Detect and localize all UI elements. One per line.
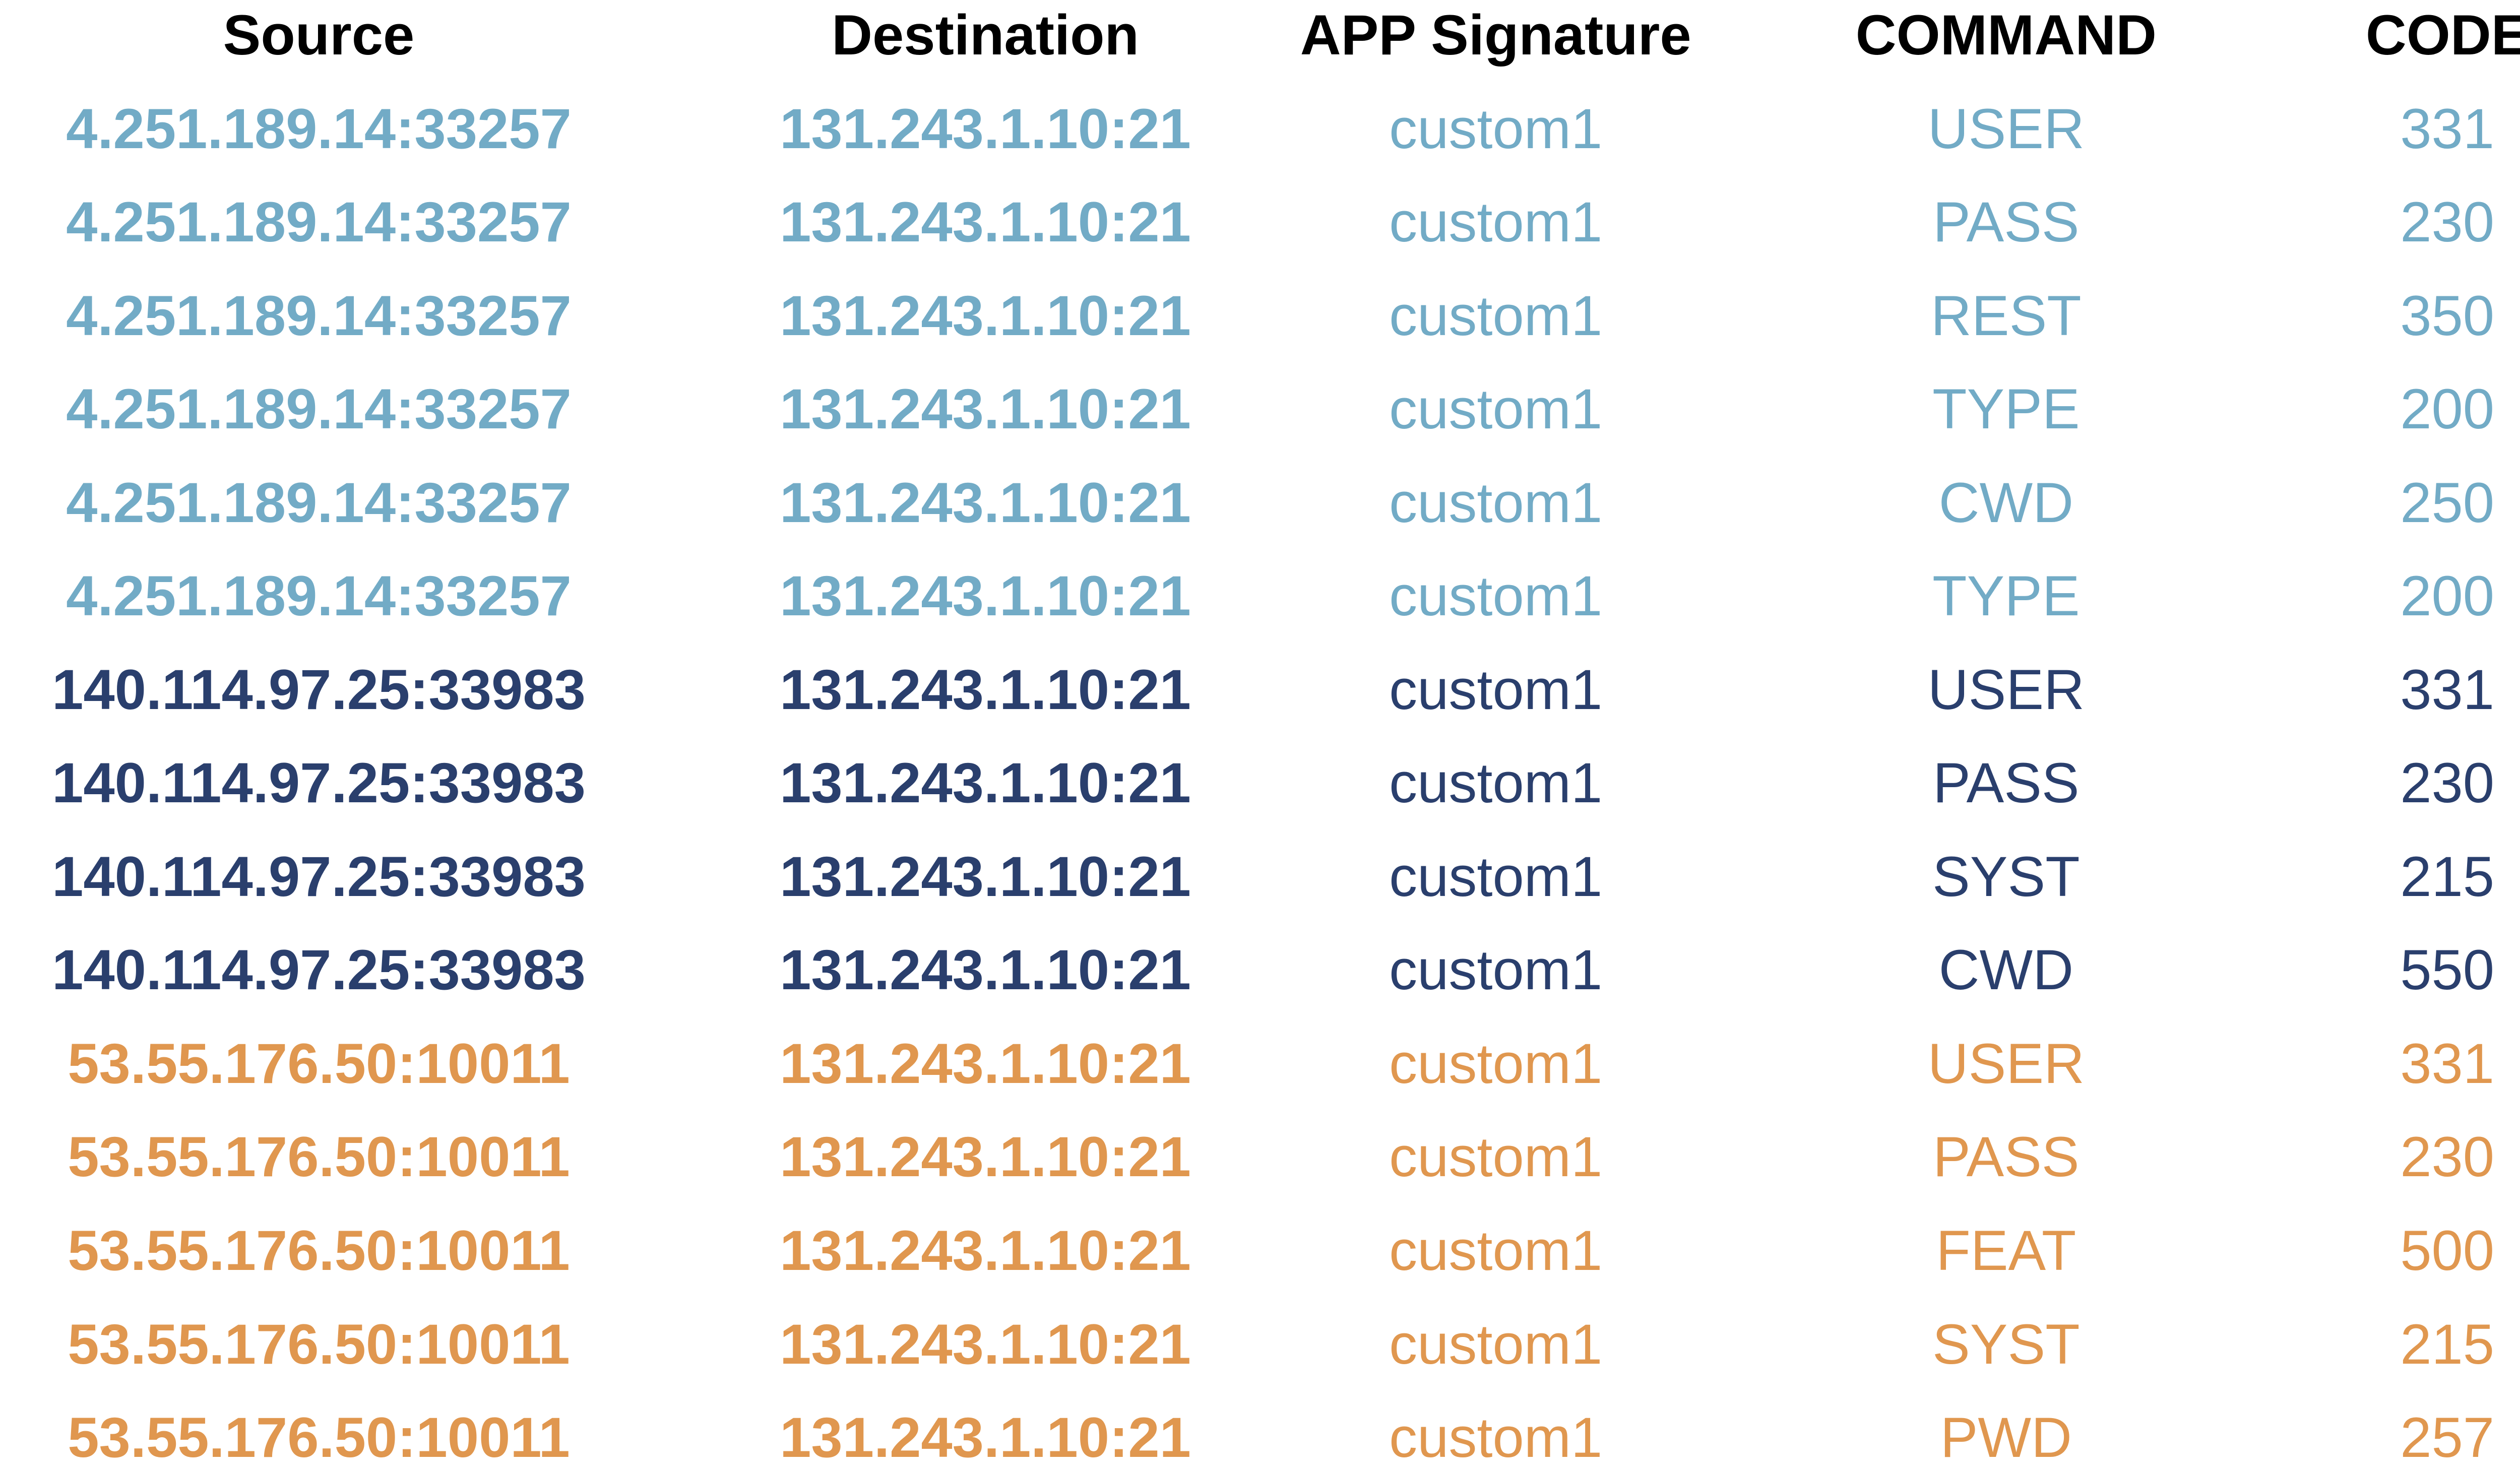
code-cell: 200 [2400,564,2495,628]
code-cell: 350 [2400,284,2495,347]
source-cell: 4.251.189.14:33257 [66,284,572,347]
source-cell: 53.55.176.50:10011 [68,1219,570,1282]
command-cell: USER [1927,97,2085,160]
code-cell: 230 [2400,751,2495,815]
code-cell: 215 [2400,1312,2495,1376]
code-cell: 200 [2400,377,2495,441]
app-signature-cell: custom1 [1389,845,1603,908]
source-cell: 53.55.176.50:10011 [68,1125,570,1189]
command-cell: PASS [1933,190,2080,254]
source-cell: 4.251.189.14:33257 [66,97,572,160]
app-signature-cell: custom1 [1389,190,1603,254]
command-cell: TYPE [1932,377,2080,441]
command-cell: SYST [1932,845,2080,908]
source-cell: 4.251.189.14:33257 [66,564,572,628]
code-cell: 230 [2400,190,2495,254]
destination-cell: 131.243.1.10:21 [780,658,1191,721]
destination-cell: 131.243.1.10:21 [780,1032,1191,1095]
command-cell: CWD [1938,471,2074,534]
source-cell: 4.251.189.14:33257 [66,471,572,534]
header-source: Source [223,4,415,67]
destination-cell: 131.243.1.10:21 [780,1406,1191,1469]
header-code: CODE [2365,4,2520,67]
code-cell: 331 [2400,97,2495,160]
app-signature-cell: custom1 [1389,658,1603,721]
code-cell: 331 [2400,658,2495,721]
command-cell: FEAT [1936,1219,2076,1282]
source-cell: 4.251.189.14:33257 [66,377,572,441]
code-cell: 500 [2400,1219,2495,1282]
command-cell: CWD [1938,938,2074,1002]
app-signature-cell: custom1 [1389,938,1603,1002]
command-cell: USER [1927,658,2085,721]
code-cell: 550 [2400,938,2495,1002]
source-cell: 140.114.97.25:33983 [52,658,586,721]
source-cell: 140.114.97.25:33983 [52,938,586,1002]
app-signature-cell: custom1 [1389,284,1603,347]
app-signature-cell: custom1 [1389,564,1603,628]
source-cell: 53.55.176.50:10011 [68,1032,570,1095]
command-cell: USER [1927,1032,2085,1095]
command-cell: PASS [1933,751,2080,815]
app-signature-cell: custom1 [1389,471,1603,534]
app-signature-cell: custom1 [1389,1125,1603,1189]
code-cell: 250 [2400,471,2495,534]
destination-cell: 131.243.1.10:21 [780,564,1191,628]
code-cell: 215 [2400,845,2495,908]
destination-cell: 131.243.1.10:21 [780,1219,1191,1282]
source-cell: 140.114.97.25:33983 [52,845,586,908]
destination-cell: 131.243.1.10:21 [780,751,1191,815]
destination-cell: 131.243.1.10:21 [780,471,1191,534]
source-cell: 53.55.176.50:10011 [68,1406,570,1469]
destination-cell: 131.243.1.10:21 [780,1312,1191,1376]
source-cell: 4.251.189.14:33257 [66,190,572,254]
destination-cell: 131.243.1.10:21 [780,845,1191,908]
app-signature-cell: custom1 [1389,377,1603,441]
destination-cell: 131.243.1.10:21 [780,284,1191,347]
command-cell: PASS [1933,1125,2080,1189]
command-cell: PWD [1940,1406,2072,1469]
command-cell: TYPE [1932,564,2080,628]
app-signature-cell: custom1 [1389,751,1603,815]
app-signature-cell: custom1 [1389,1032,1603,1095]
source-cell: 140.114.97.25:33983 [52,751,586,815]
command-cell: REST [1931,284,2082,347]
command-cell: SYST [1932,1312,2080,1376]
header-command: COMMAND [1855,4,2157,67]
app-signature-cell: custom1 [1389,1312,1603,1376]
app-signature-cell: custom1 [1389,1406,1603,1469]
destination-cell: 131.243.1.10:21 [780,97,1191,160]
destination-cell: 131.243.1.10:21 [780,377,1191,441]
destination-cell: 131.243.1.10:21 [780,190,1191,254]
app-signature-cell: custom1 [1389,97,1603,160]
code-cell: 230 [2400,1125,2495,1189]
header-app-signature: APP Signature [1300,4,1691,67]
destination-cell: 131.243.1.10:21 [780,1125,1191,1189]
app-signature-cell: custom1 [1389,1219,1603,1282]
destination-cell: 131.243.1.10:21 [780,938,1191,1002]
code-cell: 257 [2400,1406,2495,1469]
source-cell: 53.55.176.50:10011 [68,1312,570,1376]
header-destination: Destination [832,4,1139,67]
code-cell: 331 [2400,1032,2495,1095]
